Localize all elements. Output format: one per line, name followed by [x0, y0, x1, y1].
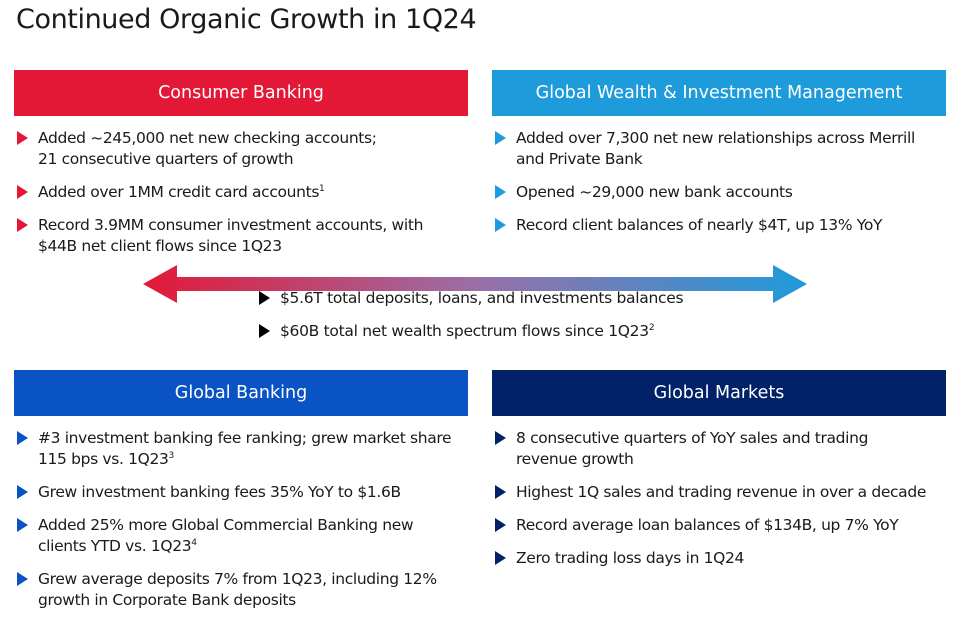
triangle-bullet-icon: [495, 518, 506, 532]
global-markets-panel: Global Markets 8 consecutive quarters of…: [492, 370, 946, 569]
bullet-item: Added over 7,300 net new relationships a…: [492, 128, 946, 170]
bullet-text-line: Added 25% more Global Commercial Banking…: [38, 516, 414, 534]
bullet-text-line: $5.6T total deposits, loans, and investm…: [280, 289, 684, 307]
consumer-banking-header: Consumer Banking: [14, 70, 468, 116]
gwim-bullets: Added over 7,300 net new relationships a…: [492, 128, 946, 236]
bullet-text-line: Highest 1Q sales and trading revenue in …: [516, 483, 927, 501]
bullet-text-line: 21 consecutive quarters of growth: [38, 150, 294, 168]
triangle-bullet-icon: [17, 572, 28, 586]
bullet-item: Highest 1Q sales and trading revenue in …: [492, 482, 946, 503]
footnote-marker: 2: [648, 323, 655, 333]
gwim-panel: Global Wealth & Investment Management Ad…: [492, 70, 946, 236]
bullet-text-line: and Private Bank: [516, 150, 643, 168]
bullet-text-line: $44B net client flows since 1Q23: [38, 237, 282, 255]
gwim-header: Global Wealth & Investment Management: [492, 70, 946, 116]
bullet-text-line: Added over 1MM credit card accounts: [38, 183, 320, 201]
global-banking-bullets: #3 investment banking fee ranking; grew …: [14, 428, 468, 611]
bullet-item: $60B total net wealth spectrum flows sin…: [256, 321, 683, 342]
consumer-banking-panel: Consumer Banking Added ~245,000 net new …: [14, 70, 468, 257]
bullet-text-line: Added ~245,000 net new checking accounts…: [38, 129, 377, 147]
bullet-text-line: Grew investment banking fees 35% YoY to …: [38, 483, 401, 501]
bullet-item: Opened ~29,000 new bank accounts: [492, 182, 946, 203]
footnote-marker: 4: [191, 538, 197, 548]
global-banking-header: Global Banking: [14, 370, 468, 416]
bullet-text-line: 8 consecutive quarters of YoY sales and …: [516, 429, 869, 447]
footnote-marker: 1: [319, 184, 325, 194]
bullet-text-line: revenue growth: [516, 450, 634, 468]
triangle-bullet-icon: [17, 485, 28, 499]
bullet-text-line: Record 3.9MM consumer investment account…: [38, 216, 424, 234]
global-markets-header: Global Markets: [492, 370, 946, 416]
bullet-item: $5.6T total deposits, loans, and investm…: [256, 288, 684, 309]
double-headed-gradient-arrow: [143, 265, 807, 303]
bullet-text-line: Zero trading loss days in 1Q24: [516, 549, 745, 567]
bullet-text-line: Grew average deposits 7% from 1Q23, incl…: [38, 570, 437, 588]
global-banking-panel: Global Banking #3 investment banking fee…: [14, 370, 468, 611]
global-markets-bullets: 8 consecutive quarters of YoY sales and …: [492, 428, 946, 569]
bullet-item: Grew investment banking fees 35% YoY to …: [14, 482, 468, 503]
triangle-bullet-icon: [495, 218, 506, 232]
triangle-bullet-icon: [495, 551, 506, 565]
triangle-bullet-icon: [17, 131, 28, 145]
bullet-text-line: #3 investment banking fee ranking; grew …: [38, 429, 452, 447]
bullet-item: Added ~245,000 net new checking accounts…: [14, 128, 468, 170]
bullet-item: Added over 1MM credit card accounts1: [14, 182, 468, 203]
triangle-bullet-icon: [17, 218, 28, 232]
bullet-item: Zero trading loss days in 1Q24: [492, 548, 946, 569]
center-highlights: $5.6T total deposits, loans, and investm…: [256, 288, 684, 354]
bullet-text-line: $60B total net wealth spectrum flows sin…: [280, 322, 649, 340]
footnote-marker: 3: [168, 451, 174, 461]
bullet-item: 8 consecutive quarters of YoY sales and …: [492, 428, 946, 470]
bullet-text-line: Record client balances of nearly $4T, up…: [516, 216, 883, 234]
bullet-text-line: Opened ~29,000 new bank accounts: [516, 183, 793, 201]
triangle-bullet-icon: [259, 324, 270, 338]
triangle-bullet-icon: [17, 431, 28, 445]
triangle-bullet-icon: [17, 518, 28, 532]
triangle-bullet-icon: [495, 431, 506, 445]
bullet-text-line: Added over 7,300 net new relationships a…: [516, 129, 915, 147]
bullet-item: Record client balances of nearly $4T, up…: [492, 215, 946, 236]
triangle-bullet-icon: [259, 291, 270, 305]
bullet-item: Record average loan balances of $134B, u…: [492, 515, 946, 536]
bullet-item: #3 investment banking fee ranking; grew …: [14, 428, 468, 470]
bullet-item: Record 3.9MM consumer investment account…: [14, 215, 468, 257]
triangle-bullet-icon: [495, 485, 506, 499]
bullet-text-line: clients YTD vs. 1Q23: [38, 537, 192, 555]
consumer-banking-bullets: Added ~245,000 net new checking accounts…: [14, 128, 468, 257]
page-title: Continued Organic Growth in 1Q24: [16, 4, 477, 35]
bullet-item: Grew average deposits 7% from 1Q23, incl…: [14, 569, 468, 611]
bullet-text-line: Record average loan balances of $134B, u…: [516, 516, 899, 534]
triangle-bullet-icon: [17, 185, 28, 199]
bullet-item: Added 25% more Global Commercial Banking…: [14, 515, 468, 557]
triangle-bullet-icon: [495, 185, 506, 199]
bullet-text-line: 115 bps vs. 1Q23: [38, 450, 169, 468]
triangle-bullet-icon: [495, 131, 506, 145]
bullet-text-line: growth in Corporate Bank deposits: [38, 591, 296, 609]
